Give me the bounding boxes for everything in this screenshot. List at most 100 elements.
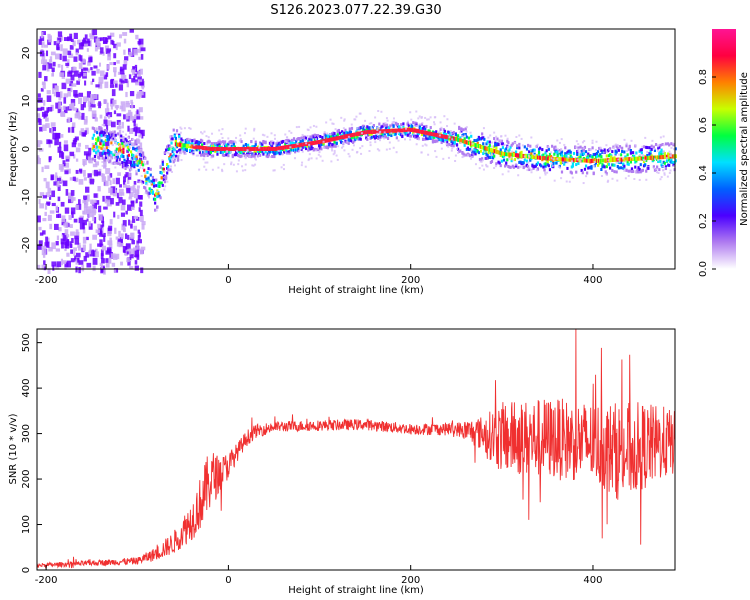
spectrogram-speckle — [63, 233, 67, 241]
spectrogram-halo — [506, 150, 509, 153]
colorbar-tick-label: 0.6 — [698, 117, 709, 133]
spectrogram-halo — [301, 133, 304, 136]
spectrogram-halo — [139, 166, 142, 169]
spectrogram-halo — [377, 110, 380, 113]
spectrogram-halo — [409, 138, 412, 141]
spectrogram-cell — [436, 139, 439, 143]
spectrogram-cell — [628, 169, 631, 173]
spectrogram-halo — [140, 174, 143, 177]
spectrogram-halo — [407, 131, 410, 134]
spectrogram-cell — [556, 154, 559, 158]
spectrogram-speckle — [63, 97, 67, 104]
spectrogram-halo — [491, 141, 494, 144]
spectrogram-cell — [279, 151, 283, 155]
spectrogram-speckle — [57, 146, 62, 153]
spectrogram-cell — [175, 145, 179, 149]
colorbar-label: Normalized spectral amplitude — [739, 72, 750, 226]
spectrogram-halo — [385, 148, 388, 151]
spectrogram-halo — [392, 146, 395, 149]
spectrogram-halo — [332, 122, 335, 125]
spectrogram-halo — [237, 159, 240, 162]
spectrogram-speckle — [110, 197, 114, 205]
spectrogram-cell — [343, 131, 346, 135]
spectrogram-speckle — [83, 43, 88, 47]
spectrogram-cell — [583, 167, 587, 171]
spectrogram-halo — [170, 170, 173, 173]
spectrogram-cell — [146, 191, 149, 195]
spectrogram-speckle — [67, 87, 72, 91]
spectrogram-halo — [361, 145, 364, 148]
spectrogram-halo — [112, 135, 115, 138]
spectrogram-halo — [462, 155, 465, 158]
spectrogram-speckle — [113, 80, 118, 85]
spectrogram-cell — [571, 164, 575, 168]
spectrogram-cell — [211, 154, 215, 158]
spectrogram-halo — [575, 146, 578, 149]
spectrogram-speckle — [45, 236, 49, 243]
spectrogram-cell — [470, 134, 473, 138]
spectrogram-speckle — [87, 68, 90, 73]
spectrogram-halo — [482, 127, 485, 130]
spectrogram-cell — [622, 162, 625, 166]
spectrogram-cell — [129, 160, 133, 164]
spectrogram-halo — [448, 136, 451, 139]
spectrogram-cell — [92, 127, 95, 131]
spectrogram-cell — [254, 143, 257, 147]
spectrogram-cell — [577, 146, 580, 150]
spectrogram-cell — [137, 145, 140, 149]
spectrogram-speckle — [80, 104, 85, 111]
snr-y-tick-label: 500 — [21, 333, 32, 352]
spectrogram-halo — [418, 115, 421, 118]
spectrogram-cell — [584, 150, 588, 154]
spectrogram-cell — [660, 163, 663, 167]
spectrogram-cell — [362, 124, 366, 128]
spectrogram-cell — [569, 150, 572, 154]
spectrogram-cell — [405, 131, 408, 135]
spectrogram-cell — [430, 135, 433, 139]
spectrogram-speckle — [73, 250, 76, 257]
spectrogram-cell — [162, 178, 165, 182]
snr-y-tick-label: 300 — [21, 424, 32, 443]
spectrogram-cell — [174, 139, 178, 143]
spectrogram-speckle — [78, 179, 84, 185]
spectrogram-cell — [401, 134, 404, 138]
spectrogram-cell — [222, 141, 226, 145]
spectrogram-cell — [170, 141, 173, 145]
spectrogram-halo — [305, 142, 308, 145]
spectrogram-speckle — [105, 195, 111, 202]
spectrogram-halo — [301, 161, 304, 164]
spectrogram-halo — [295, 126, 298, 129]
spectrogram-halo — [130, 168, 133, 171]
spectrogram-speckle — [76, 252, 81, 258]
spectrogram-halo — [175, 132, 178, 135]
spectrogram-halo — [129, 146, 132, 149]
spectrogram-halo — [465, 126, 468, 129]
spectrogram-speckle — [88, 221, 91, 227]
spectrogram-halo — [494, 165, 497, 168]
spectrogram-cell — [349, 130, 353, 134]
spectrogram-cell — [449, 132, 452, 136]
spectrogram-halo — [252, 137, 255, 140]
spectrogram-cell — [674, 159, 677, 163]
spectrogram-cell — [126, 157, 129, 161]
spectrogram-speckle — [85, 127, 89, 135]
spectrogram-halo — [283, 168, 286, 171]
spectrogram-speckle — [53, 41, 57, 46]
spectrogram-cell — [111, 153, 114, 157]
spectrogram-speckle — [47, 187, 52, 194]
spectrogram-halo — [141, 167, 144, 170]
spectrogram-speckle — [104, 180, 109, 187]
spectrogram-cell — [117, 149, 121, 153]
spectrogram-speckle — [120, 80, 125, 84]
spectrogram-speckle — [118, 188, 124, 195]
spectrogram-speckle — [82, 159, 87, 166]
spectrogram-cell — [671, 161, 674, 165]
spectrogram-speckle — [74, 177, 79, 182]
spectrogram-cell — [595, 154, 599, 158]
spectrogram-halo — [343, 119, 346, 122]
spectrogram-speckle — [49, 56, 53, 62]
spectrogram-speckle — [77, 257, 80, 263]
spectrogram-cell — [672, 143, 675, 147]
spectrogram-halo — [415, 110, 418, 113]
spectrogram-cell — [553, 152, 556, 156]
